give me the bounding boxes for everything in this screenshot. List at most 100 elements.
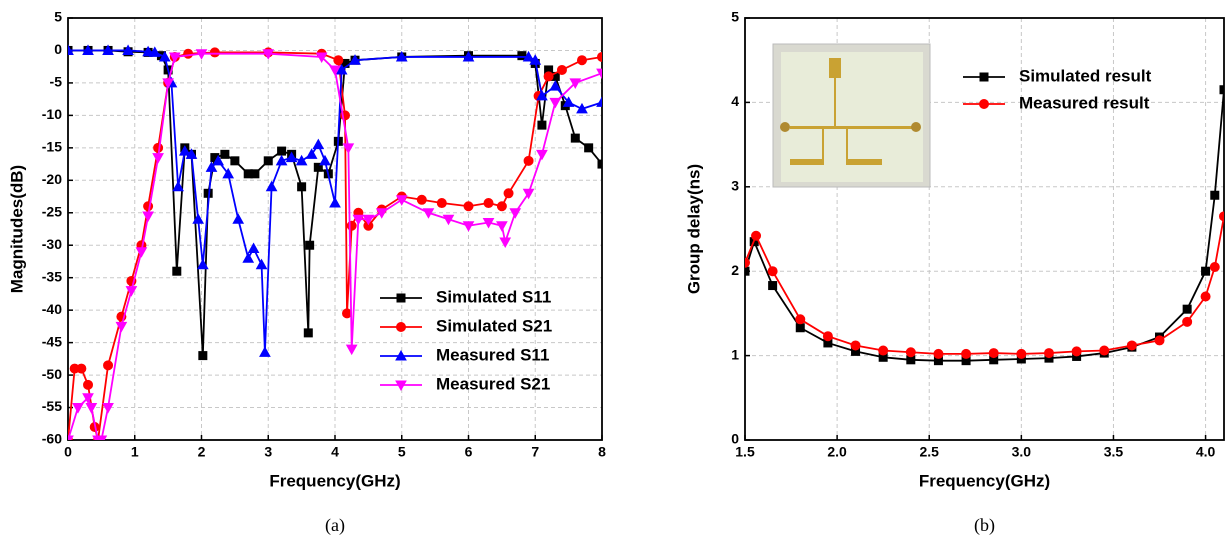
marker bbox=[523, 155, 534, 166]
marker bbox=[247, 242, 260, 253]
marker bbox=[549, 97, 562, 109]
marker bbox=[597, 159, 602, 169]
legend-label: Simulated result bbox=[1019, 66, 1152, 85]
marker bbox=[795, 314, 806, 325]
y-tick-label: 4 bbox=[731, 93, 739, 109]
legend-marker bbox=[979, 72, 989, 82]
marker bbox=[82, 44, 94, 55]
series-line bbox=[68, 52, 602, 440]
marker bbox=[345, 344, 358, 356]
plot-area bbox=[68, 44, 602, 440]
marker bbox=[172, 180, 184, 192]
marker bbox=[222, 167, 235, 179]
marker bbox=[375, 208, 388, 219]
marker bbox=[158, 50, 171, 62]
marker bbox=[82, 393, 94, 404]
marker bbox=[395, 380, 407, 392]
marker bbox=[596, 68, 602, 80]
marker bbox=[1126, 340, 1137, 351]
marker bbox=[255, 258, 268, 270]
marker bbox=[198, 351, 208, 361]
x-tick-label: 2.5 bbox=[919, 444, 939, 460]
marker bbox=[536, 89, 548, 101]
caption: (b) bbox=[974, 515, 995, 536]
marker bbox=[259, 346, 271, 357]
marker bbox=[1219, 85, 1224, 95]
caption: (a) bbox=[325, 515, 345, 536]
marker bbox=[1071, 346, 1082, 357]
marker bbox=[933, 348, 944, 359]
marker bbox=[1043, 348, 1054, 359]
marker bbox=[333, 55, 344, 66]
marker bbox=[596, 96, 602, 107]
marker bbox=[230, 156, 240, 166]
marker bbox=[335, 63, 348, 75]
x-tick-label: 1 bbox=[131, 444, 139, 460]
marker bbox=[436, 198, 447, 209]
marker bbox=[396, 322, 406, 332]
marker bbox=[499, 237, 512, 249]
legend-label: Simulated S21 bbox=[436, 316, 552, 335]
marker bbox=[196, 258, 209, 270]
marker bbox=[768, 281, 778, 291]
y-tick-label: -25 bbox=[42, 203, 62, 219]
marker bbox=[543, 71, 554, 82]
y-tick-label: -10 bbox=[42, 106, 62, 122]
marker bbox=[125, 286, 138, 297]
x-tick-label: 0 bbox=[64, 444, 72, 460]
marker bbox=[556, 64, 567, 75]
legend-marker bbox=[396, 322, 406, 332]
marker bbox=[1182, 316, 1193, 327]
marker bbox=[305, 148, 318, 159]
marker bbox=[396, 293, 406, 303]
marker bbox=[584, 143, 594, 153]
marker bbox=[482, 218, 495, 229]
y-tick-label: -60 bbox=[42, 431, 62, 447]
marker bbox=[1209, 261, 1220, 272]
marker bbox=[576, 102, 588, 114]
marker bbox=[878, 345, 889, 356]
y-tick-label: -20 bbox=[42, 171, 62, 187]
marker bbox=[262, 49, 275, 60]
marker bbox=[168, 52, 181, 63]
marker bbox=[905, 347, 916, 358]
marker bbox=[319, 154, 331, 166]
marker bbox=[562, 96, 575, 107]
marker bbox=[209, 47, 220, 58]
y-tick-label: 3 bbox=[731, 178, 739, 194]
marker bbox=[232, 213, 245, 224]
marker bbox=[297, 182, 307, 192]
marker bbox=[192, 213, 205, 224]
marker bbox=[275, 154, 288, 166]
marker bbox=[509, 208, 522, 219]
marker bbox=[295, 154, 308, 166]
marker bbox=[462, 221, 475, 232]
legend-label: Measured S21 bbox=[436, 374, 550, 393]
x-tick-label: 3.0 bbox=[1012, 444, 1032, 460]
marker bbox=[152, 153, 164, 164]
x-tick-label: 1.5 bbox=[735, 444, 755, 460]
marker bbox=[329, 65, 341, 76]
marker bbox=[496, 221, 508, 232]
marker bbox=[250, 169, 260, 179]
x-tick-label: 8 bbox=[598, 444, 606, 460]
plot-area bbox=[745, 85, 1224, 366]
marker bbox=[102, 403, 114, 414]
x-axis-title: Frequency(GHz) bbox=[919, 471, 1050, 490]
marker bbox=[95, 435, 108, 440]
marker bbox=[795, 323, 805, 333]
legend-marker bbox=[396, 293, 406, 303]
marker bbox=[462, 50, 475, 62]
marker bbox=[517, 51, 527, 61]
marker bbox=[362, 214, 375, 226]
marker bbox=[395, 349, 407, 361]
marker bbox=[745, 257, 750, 268]
marker bbox=[529, 54, 542, 65]
marker bbox=[143, 201, 154, 212]
legend-label: Measured result bbox=[1019, 93, 1150, 112]
y-tick-label: -55 bbox=[42, 398, 62, 414]
marker bbox=[395, 195, 408, 206]
marker bbox=[1200, 291, 1211, 302]
marker bbox=[1099, 345, 1110, 356]
marker bbox=[102, 44, 114, 55]
